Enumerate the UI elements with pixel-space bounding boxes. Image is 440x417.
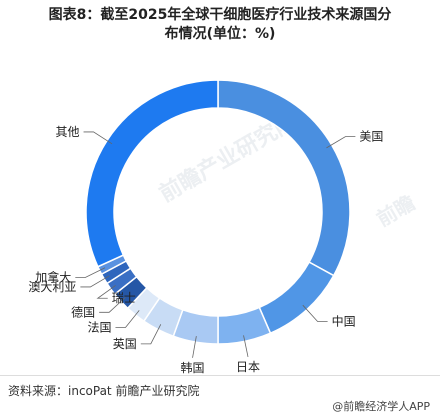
- slice-label-6: 德国: [71, 304, 95, 319]
- slice-label-1: 中国: [332, 313, 356, 328]
- leader-line-9: [75, 267, 106, 278]
- slice-label-9: 加拿大: [35, 270, 71, 285]
- leader-line-8: [80, 275, 110, 288]
- chart-title-line2: 布情况(单位：%): [164, 26, 276, 42]
- leader-line-3: [192, 336, 197, 358]
- leader-line-10: [83, 131, 113, 145]
- leader-line-5: [115, 310, 140, 328]
- brand-credit: @前瞻经济学人APP: [332, 398, 430, 414]
- chart-title: 图表8：截至2025年全球干细胞医疗行业技术来源国分 布情况(单位：%): [0, 6, 440, 44]
- slice-label-3: 韩国: [181, 360, 205, 375]
- leader-line-6: [99, 297, 126, 313]
- leader-line-7: [96, 285, 116, 299]
- slice-label-0: 美国: [359, 130, 383, 144]
- slice-label-8: 澳大利亚: [28, 280, 76, 294]
- footer-divider: [0, 375, 440, 376]
- brand-text: @前瞻经济学人APP: [332, 400, 430, 413]
- source-note: 资料来源：incoPat 前瞻产业研究院: [8, 384, 200, 398]
- slice-1: [258, 261, 335, 335]
- slice-label-5: 法国: [87, 321, 111, 335]
- leader-line-1: [302, 304, 328, 322]
- leader-line-4: [140, 324, 162, 345]
- slice-10: [85, 79, 219, 268]
- leader-line-2: [243, 335, 249, 358]
- slice-0: [217, 79, 351, 277]
- slice-label-10: 其他: [56, 125, 80, 139]
- slice-label-2: 日本: [236, 360, 260, 374]
- chart-title-line1: 图表8：截至2025年全球干细胞医疗行业技术来源国分: [48, 7, 392, 23]
- slice-label-4: 英国: [113, 337, 137, 351]
- slice-label-7: 瑞士: [112, 291, 136, 305]
- leader-line-0: [326, 136, 356, 149]
